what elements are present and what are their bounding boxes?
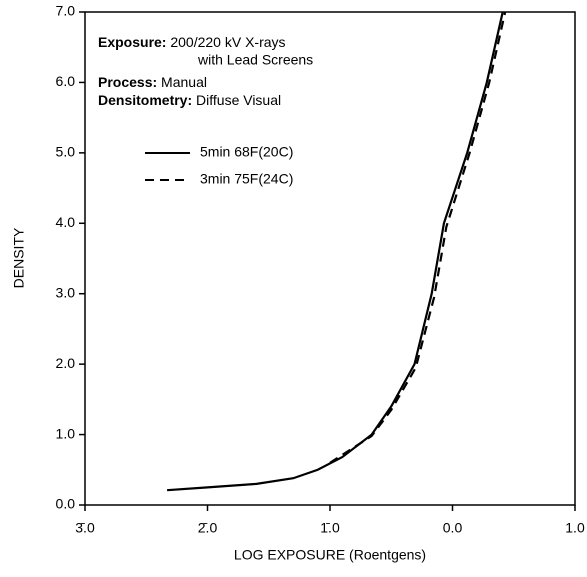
data-line	[166, 11, 504, 492]
y-axis-label: DENSITY	[11, 227, 27, 288]
y-tick-label: 7.0	[56, 3, 76, 19]
annotation-label: Densitometry:	[98, 92, 192, 108]
annotation: Exposure: 200/220 kV X-rays	[98, 34, 286, 50]
annotation: with Lead Screens	[197, 52, 313, 68]
y-tick-label: 2.0	[56, 355, 76, 371]
data-line	[329, 11, 507, 464]
x-axis-label: LOG EXPOSURE (Roentgens)	[234, 547, 426, 563]
y-tick-label: 6.0	[56, 73, 76, 89]
y-tick-label: 1.0	[56, 425, 76, 441]
legend-label: 5min 68F(20C)	[200, 144, 293, 160]
y-tick-label: 3.0	[56, 284, 76, 300]
x-tick-label: 1̄.0	[320, 520, 340, 536]
annotation-text: Manual	[161, 74, 207, 90]
x-tick-label: 1.0	[565, 520, 585, 536]
annotation-text: 200/220 kV X-rays	[170, 34, 285, 50]
x-tick-label: 2̄.0	[198, 520, 218, 536]
annotation-text: Diffuse Visual	[196, 92, 281, 108]
y-tick-label: 5.0	[56, 144, 76, 160]
y-tick-label: 4.0	[56, 214, 76, 230]
y-tick-label: 0.0	[56, 496, 76, 512]
annotation-label: Process:	[98, 74, 157, 90]
annotation-label: Exposure:	[98, 34, 166, 50]
annotation: Densitometry: Diffuse Visual	[98, 92, 281, 108]
x-tick-label: 3̄.0	[75, 520, 95, 536]
annotation: Process: Manual	[98, 74, 207, 90]
legend-label: 3min 75F(24C)	[200, 171, 293, 187]
x-tick-label: 0.0	[443, 520, 463, 536]
